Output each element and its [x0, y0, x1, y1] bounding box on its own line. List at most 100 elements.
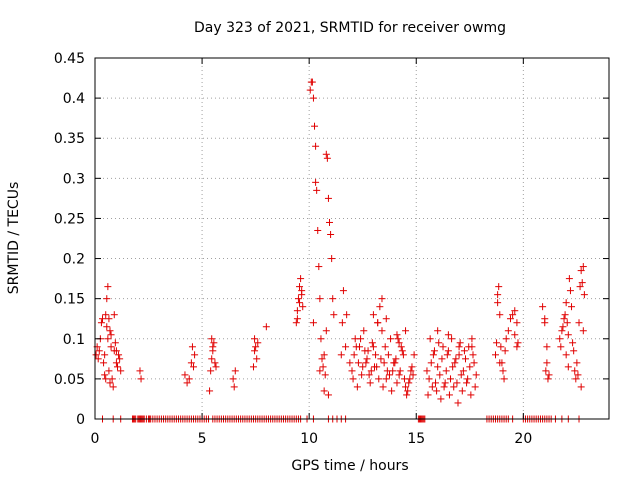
data-point: [541, 315, 549, 323]
data-point: [402, 327, 410, 335]
data-point: [94, 355, 102, 363]
data-point: [403, 391, 411, 399]
data-point: [558, 327, 566, 335]
data-point: [578, 279, 586, 287]
data-point: [579, 327, 587, 335]
data-point: [390, 359, 398, 367]
data-point: [349, 375, 357, 383]
data-point: [393, 331, 401, 339]
data-point: [346, 359, 354, 367]
data-point: [113, 363, 121, 371]
data-point: [542, 367, 550, 375]
data-point: [455, 351, 463, 359]
data-point: [354, 359, 362, 367]
data-point: [496, 311, 504, 319]
data-point: [191, 351, 199, 359]
data-point: [111, 339, 119, 347]
data-point: [116, 355, 124, 363]
data-point: [112, 347, 120, 355]
data-point: [565, 275, 573, 283]
data-point: [543, 359, 551, 367]
data-point: [575, 319, 583, 327]
data-point: [382, 315, 390, 323]
data-point: [580, 291, 588, 299]
data-point: [115, 351, 123, 359]
data-point: [262, 323, 270, 331]
data-point: [469, 351, 477, 359]
data-point: [321, 371, 329, 379]
y-tick-label: 0.4: [63, 91, 85, 107]
data-point: [459, 367, 467, 375]
data-point: [312, 178, 320, 186]
data-point: [561, 311, 569, 319]
y-axis-label: SRMTID / TECUs: [6, 182, 22, 295]
data-point: [466, 363, 474, 371]
data-point: [309, 94, 317, 102]
data-point: [107, 343, 115, 351]
data-point: [462, 355, 470, 363]
data-point: [254, 339, 262, 347]
data-point: [543, 343, 551, 351]
data-point: [509, 311, 517, 319]
data-point: [494, 299, 502, 307]
data-point: [112, 359, 120, 367]
data-point: [399, 351, 407, 359]
data-point: [458, 387, 466, 395]
x-tick-label: 20: [514, 431, 532, 447]
data-point: [442, 367, 450, 375]
data-point: [379, 383, 387, 391]
data-point: [410, 351, 418, 359]
data-point: [210, 339, 218, 347]
data-point: [437, 395, 445, 403]
data-point: [229, 375, 237, 383]
chart-title: Day 323 of 2021, SRMTID for receiver owm…: [194, 20, 506, 36]
data-point: [569, 339, 577, 347]
data-point: [102, 311, 110, 319]
data-point: [472, 371, 480, 379]
y-tick-label: 0.45: [54, 51, 85, 67]
x-tick-label: 10: [300, 431, 318, 447]
data-point: [381, 343, 389, 351]
y-tick-label: 0.25: [54, 211, 85, 227]
data-point: [435, 339, 443, 347]
data-point: [306, 86, 314, 94]
data-point: [440, 383, 448, 391]
data-point: [188, 343, 196, 351]
y-tick-label: 0.05: [54, 372, 85, 388]
data-point: [438, 355, 446, 363]
data-point: [92, 351, 100, 359]
data-point: [298, 287, 306, 295]
data-point: [395, 339, 403, 347]
data-point: [312, 142, 320, 150]
data-point: [190, 363, 198, 371]
data-point: [436, 371, 444, 379]
data-point: [450, 383, 458, 391]
data-point: [453, 379, 461, 387]
data-point: [330, 311, 338, 319]
data-point: [109, 383, 117, 391]
data-point: [358, 371, 366, 379]
data-point: [491, 351, 499, 359]
data-point: [563, 319, 571, 327]
data-point: [315, 263, 323, 271]
data-point: [457, 371, 465, 379]
data-point: [451, 359, 459, 367]
plot-frame: [94, 57, 610, 420]
data-point: [577, 383, 585, 391]
data-point: [380, 359, 388, 367]
data-point: [576, 283, 584, 291]
data-point: [566, 287, 574, 295]
data-point: [377, 355, 385, 363]
data-point: [353, 383, 361, 391]
data-point: [373, 363, 381, 371]
data-point: [359, 363, 367, 371]
grid-lines: [95, 58, 609, 419]
data-point: [387, 335, 395, 343]
y-tick-label: 0.15: [54, 292, 85, 308]
data-point: [320, 351, 328, 359]
data-point: [513, 319, 521, 327]
data-point: [207, 367, 215, 375]
data-point: [104, 335, 112, 343]
data-point: [557, 343, 565, 351]
data-point: [323, 154, 331, 162]
